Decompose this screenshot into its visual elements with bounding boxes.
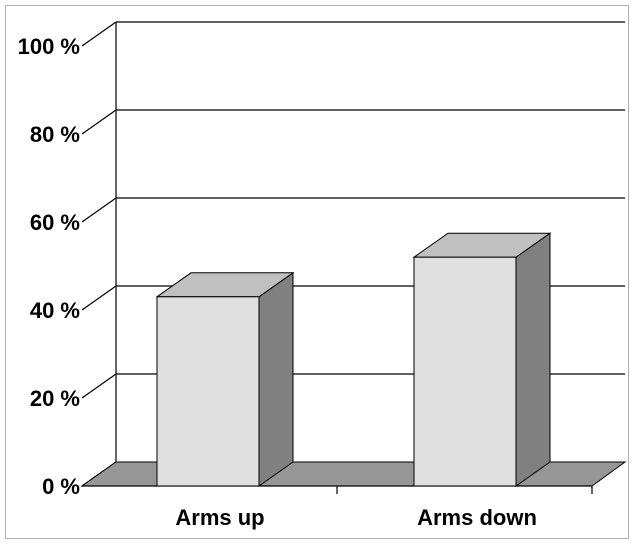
grid-depth-connector (81, 373, 117, 399)
axis-layer (82, 485, 593, 494)
y-tick-label: 60 % (30, 210, 80, 235)
grid-depth-connector (81, 197, 117, 223)
grid-depth-connector (81, 21, 117, 47)
bar-layer (155, 232, 552, 487)
bar (155, 271, 295, 487)
bar (412, 232, 552, 487)
bar-front (156, 296, 260, 487)
y-tick-label: 20 % (30, 386, 80, 411)
bar-front (413, 256, 517, 487)
grid-depth-connector (81, 109, 117, 135)
y-tick-label: 80 % (30, 122, 80, 147)
y-tick-label: 100 % (18, 34, 80, 59)
bar-side (515, 232, 551, 487)
grid-depth-connector (81, 285, 117, 311)
bar-side (258, 271, 294, 487)
category-label: Arms down (417, 505, 537, 530)
y-tick-label: 0 % (42, 474, 80, 499)
category-label: Arms up (175, 505, 264, 530)
y-tick-label: 40 % (30, 298, 80, 323)
label-layer: 0 % 20 % 40 % 60 % 80 % 100 % Arms up Arms down (18, 34, 537, 530)
